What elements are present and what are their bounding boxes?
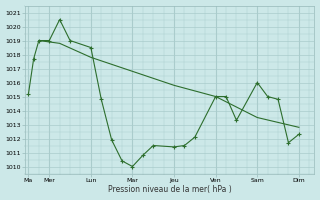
X-axis label: Pression niveau de la mer( hPa ): Pression niveau de la mer( hPa ) [108,185,232,194]
